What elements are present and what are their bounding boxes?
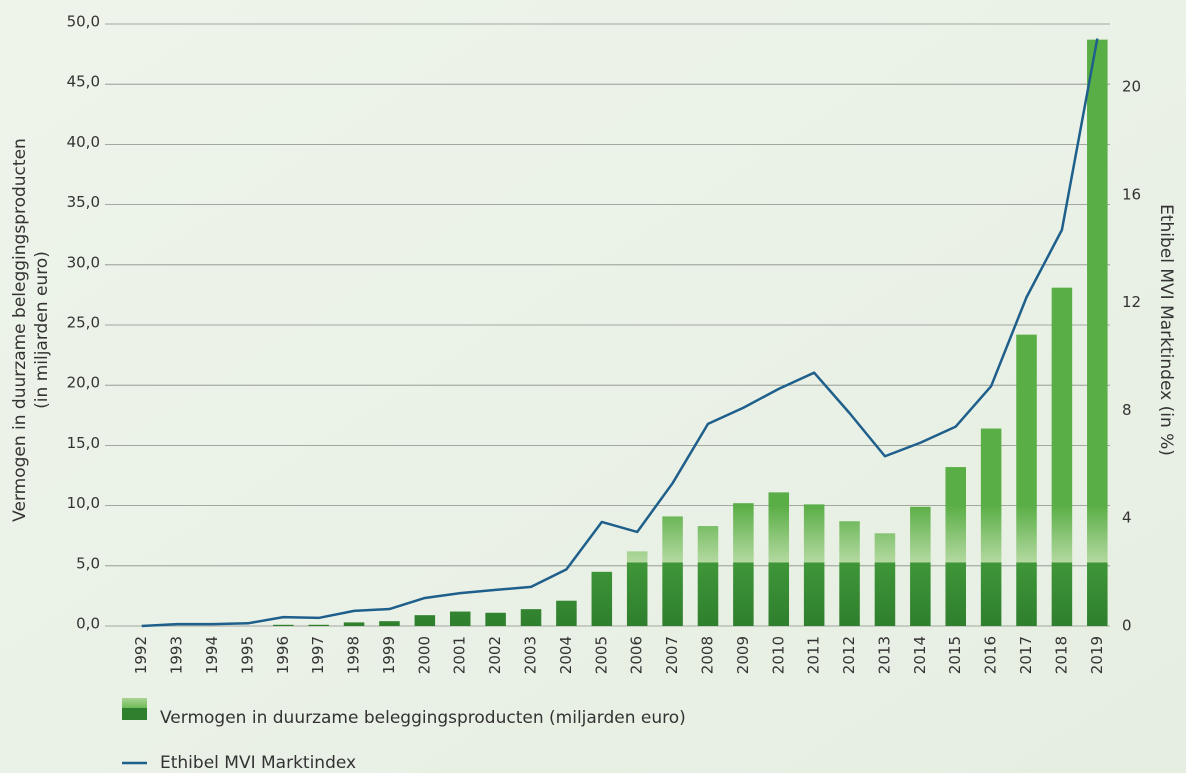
bar xyxy=(1087,39,1108,627)
x-tick-label: 1994 xyxy=(203,636,221,674)
x-tick-label: 2005 xyxy=(592,636,610,674)
y2-tick-label: 12 xyxy=(1122,293,1141,311)
x-tick-label: 2016 xyxy=(982,636,1000,674)
legend-label: Vermogen in duurzame beleggingsproducten… xyxy=(160,708,686,728)
x-tick-label: 2010 xyxy=(769,636,787,674)
x-tick-label: 1998 xyxy=(345,636,363,674)
bar xyxy=(945,467,966,626)
x-tick-label: 1997 xyxy=(309,636,327,674)
x-tick-label: 2015 xyxy=(946,636,964,674)
x-tick-label: 2004 xyxy=(557,636,575,674)
bar xyxy=(520,609,542,626)
y-tick-label: 10,0 xyxy=(67,494,100,512)
bar xyxy=(980,428,1002,626)
y2-tick-label: 4 xyxy=(1122,509,1132,527)
bar xyxy=(485,612,506,626)
y-axis-label: (in miljarden euro) xyxy=(32,251,52,409)
x-tick-label: 2018 xyxy=(1052,636,1070,674)
bar xyxy=(1051,287,1073,626)
y-tick-label: 40,0 xyxy=(67,133,100,151)
x-tick-label: 2003 xyxy=(522,636,540,674)
bar xyxy=(768,492,790,626)
y-tick-label: 50,0 xyxy=(67,13,100,31)
x-tick-label: 2000 xyxy=(415,636,433,674)
y2-tick-label: 20 xyxy=(1122,78,1141,96)
bar xyxy=(308,624,329,626)
x-tick-label: 2002 xyxy=(486,636,504,674)
y-tick-label: 45,0 xyxy=(67,73,100,91)
y-tick-label: 15,0 xyxy=(67,434,100,452)
bar xyxy=(556,600,577,626)
bar xyxy=(662,516,683,626)
bar xyxy=(414,615,436,626)
y-axis-label: Vermogen in duurzame beleggingsproducten xyxy=(10,138,30,522)
x-tick-label: 1995 xyxy=(238,636,256,674)
line xyxy=(141,38,1099,628)
y-tick-label: 20,0 xyxy=(67,374,100,392)
x-tick-label: 2011 xyxy=(805,636,823,674)
bar xyxy=(1016,334,1037,626)
x-tick-label: 2007 xyxy=(663,636,681,674)
y-tick-label: 30,0 xyxy=(67,253,100,271)
bar xyxy=(697,526,719,626)
y-tick-label: 35,0 xyxy=(67,193,100,211)
bar xyxy=(591,571,613,626)
x-tick-label: 2008 xyxy=(698,636,716,674)
bar xyxy=(379,621,400,626)
bar xyxy=(874,533,896,626)
bar xyxy=(273,624,294,626)
x-tick-label: 2001 xyxy=(451,636,469,674)
y-tick-label: 0,0 xyxy=(76,615,100,633)
legend: Vermogen in duurzame beleggingsproducten… xyxy=(122,698,686,773)
y-tick-label: 25,0 xyxy=(67,314,100,332)
x-tick-label: 1993 xyxy=(168,636,186,674)
x-tick-label: 2014 xyxy=(911,636,929,674)
bar xyxy=(803,504,825,626)
bar xyxy=(343,622,365,626)
x-tick-label: 1996 xyxy=(274,636,292,674)
bar xyxy=(449,611,471,626)
y2-tick-label: 8 xyxy=(1122,401,1132,419)
y-tick-label: 5,0 xyxy=(76,554,100,572)
bar xyxy=(733,503,754,626)
bar xyxy=(910,506,931,626)
legend-swatch xyxy=(122,698,147,720)
x-tick-label: 1999 xyxy=(380,636,398,674)
x-tick-label: 2017 xyxy=(1017,636,1035,674)
x-tick-label: 2006 xyxy=(628,636,646,674)
x-tick-label: 1992 xyxy=(132,636,150,674)
y2-tick-label: 16 xyxy=(1122,185,1141,203)
x-tick-label: 2009 xyxy=(734,636,752,674)
bar xyxy=(626,551,648,626)
y2-axis-label: Ethibel MVI Marktindex (in %) xyxy=(1156,204,1176,456)
x-tick-label: 2012 xyxy=(840,636,858,674)
x-tick-label: 2019 xyxy=(1088,636,1106,674)
legend-label: Ethibel MVI Marktindex xyxy=(160,753,356,773)
y2-tick-label: 0 xyxy=(1122,617,1132,635)
bar xyxy=(839,521,860,626)
x-tick-label: 2013 xyxy=(875,636,893,674)
